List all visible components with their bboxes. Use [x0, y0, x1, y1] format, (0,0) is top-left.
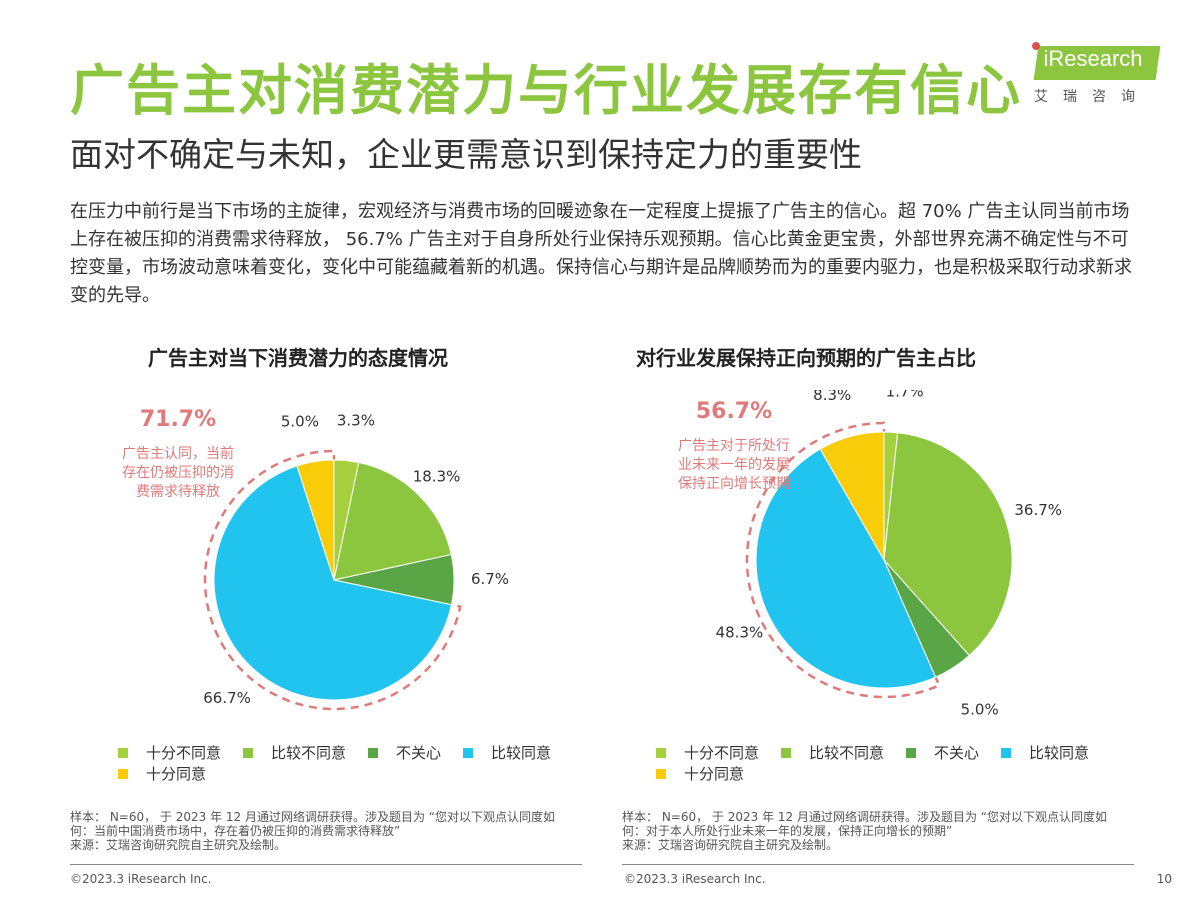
- pie-chart-industry: 1.7% 36.7% 5.0% 48.3% 8.3% 56.7% 广告主对于所处行业未来一年…: [678, 390, 1062, 719]
- slice-disagree: [333, 461, 452, 581]
- intro-paragraph: 在压力中前行是当下市场的主旋律，宏观经济与消费市场的回暖迹象在一定程度上提振了广…: [70, 201, 1132, 306]
- legend-label: 比较不同意: [809, 744, 885, 762]
- legend-item: 比较不同意: [781, 742, 884, 763]
- pie-chart-consumption: 3.3% 18.3% 6.7% 66.7% 5.0% 71.7% 广告主认同，当前存在仍被压…: [122, 407, 509, 711]
- page-subtitle: 面对不确定与未知，企业更需意识到保持定力的重要性: [70, 135, 862, 174]
- legend-swatch: [1001, 748, 1012, 758]
- highlight-value: 56.7%: [696, 399, 772, 424]
- slice-strongly-agree: [296, 459, 335, 581]
- legend-item: 比较同意: [463, 742, 551, 763]
- data-label-3: 48.3%: [716, 624, 764, 642]
- legend-item: 十分同意: [118, 763, 206, 784]
- data-label-2: 6.7%: [471, 570, 509, 588]
- page-title: 广告主对消费潜力与行业发展存有信心: [70, 59, 1022, 122]
- highlight-caption-line-1: 业未来一年的发展: [678, 457, 790, 473]
- legend-label: 十分不同意: [146, 744, 222, 762]
- highlight-outline: [203, 449, 462, 711]
- legend-item: 比较同意: [1001, 742, 1089, 763]
- note-right-line-2: 何：对于本人所处行业未来一年的发展，保持正向增长的预期”: [622, 824, 953, 838]
- legend-right: 十分不同意 比较不同意 不关心 比较同意十分同意: [656, 742, 1126, 784]
- legend-item: 十分不同意: [118, 742, 221, 763]
- note-right-line-1: 样本： N=60， 于 2023 年 12 月通过网络调研获得。涉及题目为 “您…: [622, 810, 1108, 824]
- copyright-left: ©2023.3 iResearch Inc.: [70, 872, 212, 886]
- legend-swatch: [463, 748, 474, 758]
- legend-swatch: [243, 748, 254, 758]
- legend-item: 不关心: [906, 742, 979, 763]
- slice-disagree: [883, 432, 1013, 657]
- data-label-4: 5.0%: [281, 412, 319, 430]
- note-left-line-3: 来源：艾瑞咨询研究院自主研究及绘制。: [70, 838, 287, 852]
- highlight-value: 71.7%: [140, 407, 216, 432]
- logo-text: iResearch: [1043, 46, 1143, 71]
- copyright-right: ©2023.3 iResearch Inc.: [624, 872, 766, 886]
- legend-label: 不关心: [934, 744, 980, 762]
- iresearch-logo: iResearch 艾瑞咨询: [1026, 40, 1161, 106]
- chart-title-right: 对行业发展保持正向预期的广告主占比: [636, 346, 976, 370]
- legend-label: 十分同意: [146, 765, 207, 783]
- legend-swatch: [368, 748, 379, 758]
- data-label-2: 5.0%: [961, 701, 999, 719]
- footer-rule-right: [622, 864, 1134, 865]
- note-left: 样本： N=60， 于 2023 年 12 月通过网络调研获得。涉及题目为 “您…: [70, 810, 590, 852]
- logo-dot: [1032, 42, 1040, 50]
- note-right: 样本： N=60， 于 2023 年 12 月通过网络调研获得。涉及题目为 “您…: [622, 810, 1142, 852]
- note-right-line-3: 来源：艾瑞咨询研究院自主研究及绘制。: [622, 838, 839, 852]
- slice-strongly-agree: [819, 431, 885, 562]
- legend-label: 比较同意: [1029, 744, 1090, 762]
- legend-item: 十分同意: [656, 763, 744, 784]
- data-label-1: 18.3%: [413, 467, 461, 485]
- data-label-0: 3.3%: [337, 411, 375, 429]
- highlight-caption-line-1: 存在仍被压抑的消: [122, 465, 234, 481]
- legend-item: 十分不同意: [656, 742, 759, 763]
- highlight-caption-line-2: 保持正向增长预期: [678, 476, 790, 492]
- data-label-0: 1.7%: [886, 390, 924, 401]
- data-label-4: 8.3%: [813, 390, 851, 404]
- highlight-caption-line-0: 广告主认同，当前: [122, 445, 234, 462]
- legend-swatch: [906, 748, 917, 758]
- legend-label: 十分同意: [684, 765, 745, 783]
- legend-item: 比较不同意: [243, 742, 346, 763]
- legend-label: 不关心: [396, 744, 442, 762]
- legend-label: 比较不同意: [271, 744, 347, 762]
- legend-item: 不关心: [368, 742, 441, 763]
- chart-title-left: 广告主对当下消费潜力的态度情况: [148, 346, 448, 370]
- legend-label: 十分不同意: [684, 744, 760, 762]
- legend-swatch: [118, 748, 128, 758]
- footer-rule-left: [70, 864, 582, 865]
- highlight-caption-line-2: 费需求待释放: [136, 484, 220, 500]
- legend-swatch: [656, 769, 666, 779]
- logo-cn-text: 艾瑞咨询: [1034, 89, 1150, 105]
- highlight-outline: [745, 421, 941, 699]
- legend-left: 十分不同意 比较不同意 不关心 比较同意十分同意: [118, 742, 588, 784]
- note-left-line-2: 何：当前中国消费市场中，存在着仍被压抑的消费需求待释放”: [70, 824, 401, 838]
- legend-swatch: [656, 748, 666, 758]
- highlight-caption-line-0: 广告主对于所处行: [678, 438, 790, 454]
- data-label-3: 66.7%: [203, 689, 251, 707]
- note-left-line-1: 样本： N=60， 于 2023 年 12 月通过网络调研获得。涉及题目为 “您…: [70, 810, 556, 824]
- slice-agree: [755, 448, 937, 689]
- slice-agree: [213, 465, 453, 701]
- legend-swatch: [781, 748, 792, 758]
- legend-label: 比较同意: [491, 744, 552, 762]
- data-label-1: 36.7%: [1014, 501, 1062, 519]
- legend-swatch: [118, 769, 128, 779]
- page-number: 10: [1156, 872, 1172, 886]
